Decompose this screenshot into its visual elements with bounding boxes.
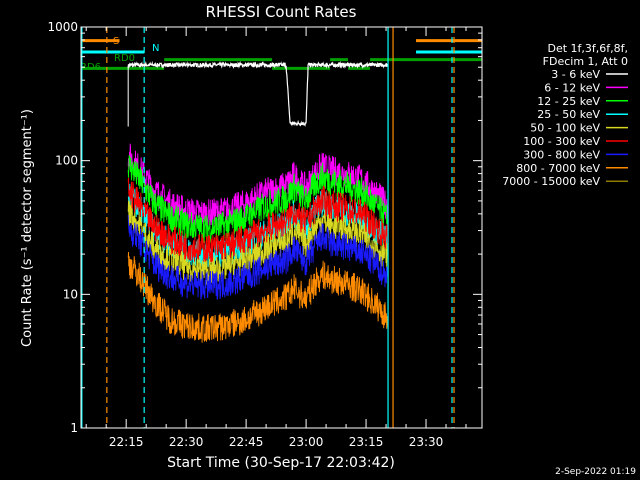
legend-entry-label: 50 - 100 keV bbox=[530, 122, 600, 135]
plot-area: S N RD0 RD6 bbox=[80, 27, 482, 428]
x-axis-label: Start Time (30-Sep-17 22:03:42) bbox=[167, 455, 395, 471]
y-tick-label: 100 bbox=[55, 154, 78, 168]
series-line bbox=[127, 60, 389, 127]
x-tick-label: 22:30 bbox=[169, 435, 204, 449]
legend-header: FDecim 1, Att 0 bbox=[543, 55, 628, 68]
chart-title: RHESSI Count Rates bbox=[206, 3, 357, 21]
series-line bbox=[127, 214, 389, 300]
legend-entry-label: 6 - 12 keV bbox=[544, 81, 600, 94]
flag-label: S bbox=[113, 36, 119, 47]
legend-entry-label: 800 - 7000 keV bbox=[516, 162, 600, 175]
flag-label: RD6 bbox=[80, 62, 101, 73]
series-line bbox=[127, 155, 389, 244]
x-tick-label: 23:30 bbox=[409, 435, 444, 449]
y-axis-label: Count Rate (s⁻¹ detector segment⁻¹) bbox=[20, 109, 35, 347]
flag-label: RD0 bbox=[114, 53, 135, 64]
series-line bbox=[127, 143, 389, 229]
x-tick-label: 23:15 bbox=[349, 435, 384, 449]
legend-entry-label: 12 - 25 keV bbox=[537, 95, 600, 108]
legend-entry-label: 25 - 50 keV bbox=[537, 108, 600, 121]
series-line bbox=[127, 177, 389, 263]
x-tick-label: 23:00 bbox=[289, 435, 324, 449]
legend-entry-label: 100 - 300 keV bbox=[523, 135, 600, 148]
legend-entry-label: 3 - 6 keV bbox=[551, 68, 600, 81]
plot-frame bbox=[80, 26, 483, 429]
legend-entry-label: 7000 - 15000 keV bbox=[502, 175, 600, 188]
flag-label: N bbox=[152, 43, 159, 54]
legend: Det 1f,3f,6f,8f,FDecim 1, Att 03 - 6 keV… bbox=[502, 42, 628, 188]
y-tick-label: 10 bbox=[63, 287, 78, 301]
axes: 1 10 100 1000 22:15 22:30 22:45 23:00 23:15 23:30 bbox=[47, 20, 483, 449]
legend-entry-label: 300 - 800 keV bbox=[523, 148, 600, 161]
y-tick-label: 1 bbox=[70, 421, 78, 435]
x-tick-label: 22:15 bbox=[109, 435, 144, 449]
series-line bbox=[127, 251, 389, 343]
footer-timestamp: 2-Sep-2022 01:19 bbox=[555, 467, 636, 477]
y-tick-label: 1000 bbox=[47, 20, 78, 34]
x-tick-label: 22:45 bbox=[229, 435, 264, 449]
legend-header: Det 1f,3f,6f,8f, bbox=[547, 42, 628, 55]
